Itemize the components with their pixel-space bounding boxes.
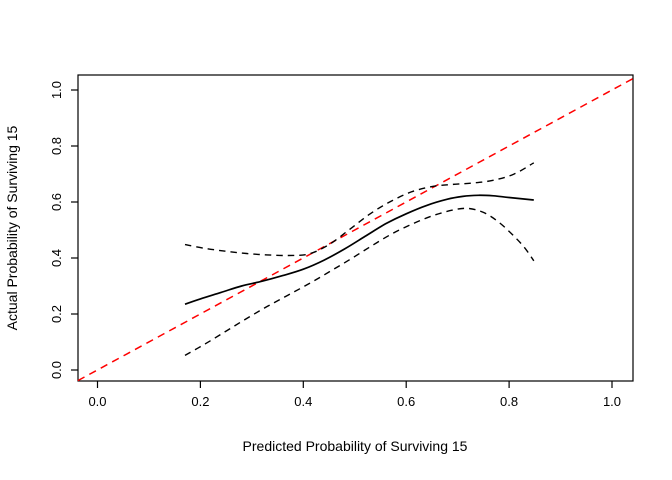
- y-tick-label: 0.6: [49, 193, 64, 211]
- plot-box: [77, 74, 634, 382]
- calibration-curve: [184, 194, 534, 305]
- y-tick-label: 0.4: [49, 249, 64, 267]
- x-tick-label: 0.4: [294, 394, 312, 409]
- x-tick-label: 0.0: [88, 394, 106, 409]
- y-tick-label: 0.2: [49, 305, 64, 323]
- x-tick-label: 0.2: [191, 394, 209, 409]
- x-axis: 0.0 0.2 0.4 0.6 0.8 1.0: [88, 381, 621, 409]
- y-tick-label: 0.8: [49, 137, 64, 155]
- series-group: [77, 78, 633, 382]
- lower-confidence-band: [184, 207, 535, 357]
- x-tick-label: 0.8: [500, 394, 518, 409]
- y-axis: 0.0 0.2 0.4 0.6 0.8 1.0: [49, 81, 78, 379]
- upper-confidence-band: [184, 162, 535, 257]
- x-tick-label: 0.6: [397, 394, 415, 409]
- ideal-line: [77, 78, 633, 382]
- y-axis-title: Actual Probability of Surviving 15: [4, 125, 20, 330]
- x-tick-label: 1.0: [603, 394, 621, 409]
- y-tick-label: 0.0: [49, 361, 64, 379]
- y-tick-label: 1.0: [49, 81, 64, 99]
- x-axis-title: Predicted Probability of Surviving 15: [243, 438, 468, 454]
